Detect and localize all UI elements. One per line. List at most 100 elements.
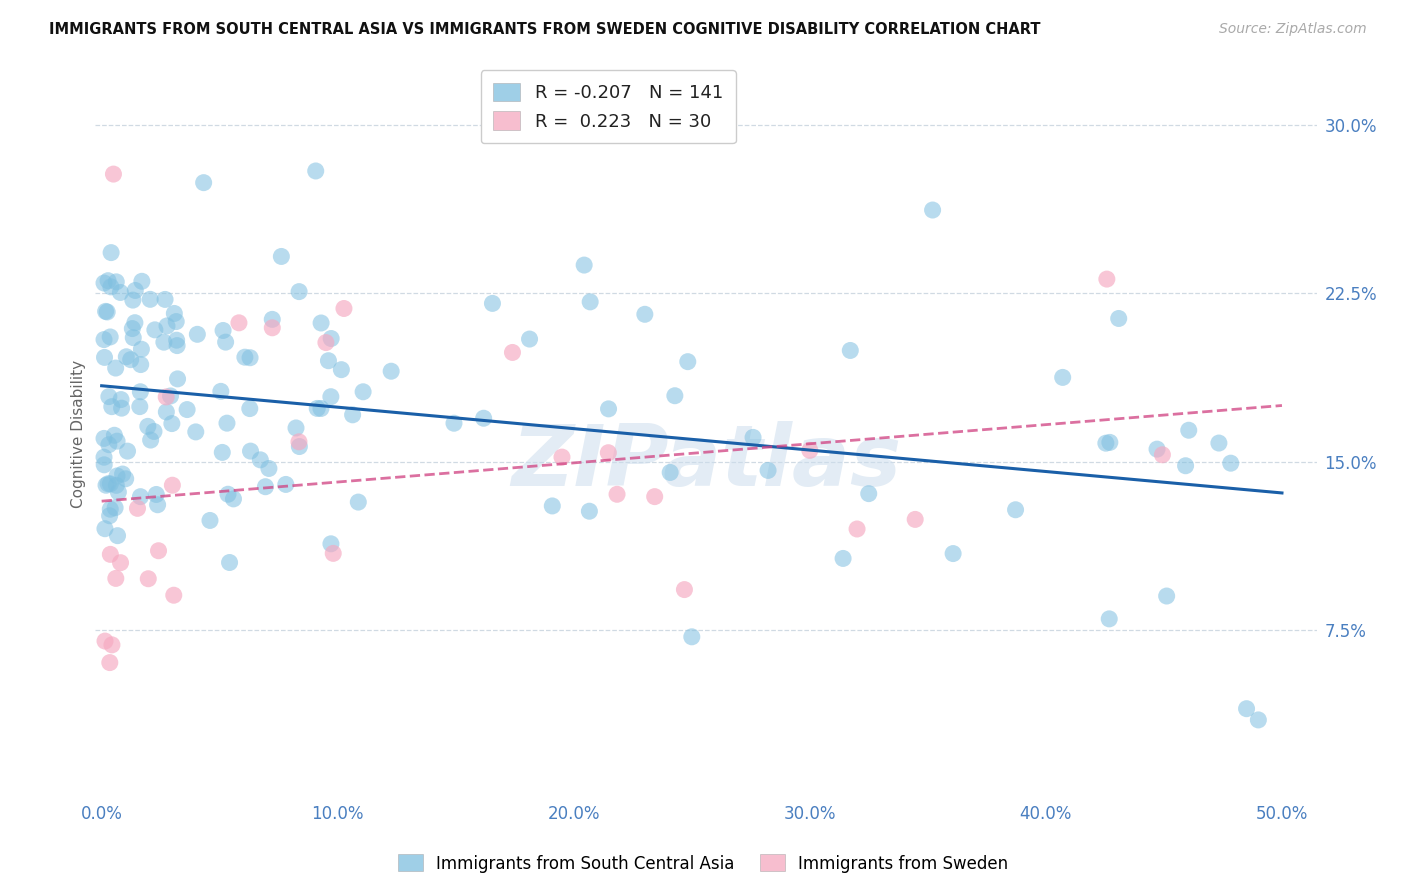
Point [97, 390, 120, 404]
Point [1174, 458, 1197, 473]
Point [159, 389, 181, 403]
Point [136, 419, 159, 434]
Point [93, 450, 115, 465]
Point [93, 333, 115, 347]
Point [315, 335, 337, 350]
Point [117, 444, 139, 458]
Point [318, 353, 340, 368]
Point [858, 486, 880, 500]
Point [121, 293, 143, 307]
Point [139, 433, 162, 447]
Point [606, 487, 628, 501]
Point [333, 301, 356, 316]
Point [143, 323, 166, 337]
Point [124, 284, 146, 298]
Point [143, 425, 166, 439]
Point [799, 443, 821, 458]
Point [579, 294, 602, 309]
Point [742, 430, 765, 444]
Point [111, 467, 134, 481]
Y-axis label: Cognitive Disability: Cognitive Disability [72, 359, 86, 508]
Point [904, 512, 927, 526]
Point [262, 312, 284, 326]
Point [98, 656, 121, 670]
Point [155, 405, 177, 419]
Point [551, 450, 574, 464]
Point [288, 285, 311, 299]
Point [481, 296, 503, 310]
Point [239, 351, 262, 365]
Legend: Immigrants from South Central Asia, Immigrants from Sweden: Immigrants from South Central Asia, Immi… [391, 847, 1015, 880]
Point [274, 477, 297, 491]
Point [110, 556, 132, 570]
Point [103, 167, 125, 181]
Point [93, 276, 115, 290]
Point [307, 401, 329, 416]
Point [380, 364, 402, 378]
Point [110, 285, 132, 300]
Point [146, 498, 169, 512]
Point [644, 490, 666, 504]
Point [163, 306, 186, 320]
Point [1152, 448, 1174, 462]
Point [288, 440, 311, 454]
Point [103, 428, 125, 442]
Point [319, 390, 342, 404]
Point [120, 352, 142, 367]
Point [839, 343, 862, 358]
Point [832, 551, 855, 566]
Point [1247, 713, 1270, 727]
Point [165, 314, 187, 328]
Point [942, 547, 965, 561]
Point [93, 351, 115, 365]
Point [330, 362, 353, 376]
Point [104, 361, 127, 376]
Point [659, 466, 682, 480]
Point [97, 438, 120, 452]
Point [98, 508, 121, 523]
Point [127, 501, 149, 516]
Point [163, 588, 186, 602]
Point [472, 411, 495, 425]
Point [262, 320, 284, 334]
Point [97, 476, 120, 491]
Point [184, 425, 207, 439]
Point [228, 316, 250, 330]
Point [105, 478, 128, 492]
Point [681, 630, 703, 644]
Point [193, 176, 215, 190]
Text: ZIPatlas: ZIPatlas [510, 421, 901, 504]
Point [664, 389, 686, 403]
Point [673, 582, 696, 597]
Point [217, 487, 239, 501]
Point [128, 400, 150, 414]
Point [285, 421, 308, 435]
Point [254, 480, 277, 494]
Point [94, 304, 117, 318]
Point [98, 502, 121, 516]
Point [166, 338, 188, 352]
Point [443, 416, 465, 430]
Point [239, 401, 262, 416]
Point [342, 408, 364, 422]
Point [114, 472, 136, 486]
Point [921, 202, 943, 217]
Point [578, 504, 600, 518]
Point [139, 293, 162, 307]
Point [110, 392, 132, 407]
Point [598, 446, 620, 460]
Text: IMMIGRANTS FROM SOUTH CENTRAL ASIA VS IMMIGRANTS FROM SWEDEN COGNITIVE DISABILIT: IMMIGRANTS FROM SOUTH CENTRAL ASIA VS IM… [49, 22, 1040, 37]
Point [1219, 456, 1241, 470]
Point [209, 384, 232, 399]
Point [153, 293, 176, 307]
Point [541, 499, 564, 513]
Point [97, 274, 120, 288]
Point [94, 478, 117, 492]
Point [94, 634, 117, 648]
Point [176, 402, 198, 417]
Point [94, 522, 117, 536]
Point [98, 476, 121, 491]
Point [319, 537, 342, 551]
Point [288, 434, 311, 449]
Point [347, 495, 370, 509]
